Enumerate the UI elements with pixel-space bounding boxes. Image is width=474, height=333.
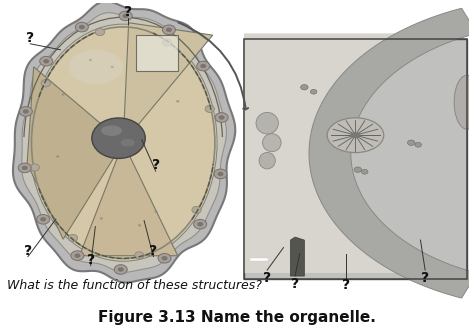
Ellipse shape: [200, 64, 206, 68]
Bar: [137, 35, 178, 71]
Ellipse shape: [22, 166, 28, 170]
Polygon shape: [27, 67, 123, 239]
Polygon shape: [309, 8, 474, 298]
Ellipse shape: [310, 89, 317, 94]
Ellipse shape: [100, 217, 103, 220]
Ellipse shape: [69, 50, 123, 84]
Ellipse shape: [95, 29, 105, 36]
Text: ?: ?: [263, 270, 271, 285]
Ellipse shape: [89, 59, 92, 61]
Ellipse shape: [301, 85, 308, 90]
Ellipse shape: [155, 210, 157, 213]
Text: What is the function of these structures?: What is the function of these structures…: [7, 278, 262, 292]
Ellipse shape: [197, 61, 210, 71]
Text: ?: ?: [26, 31, 34, 45]
Ellipse shape: [23, 109, 29, 114]
Text: ?: ?: [124, 5, 132, 19]
Bar: [250, 258, 268, 261]
Ellipse shape: [29, 24, 217, 261]
Polygon shape: [13, 1, 235, 282]
Text: Figure 3.13 Name the organelle.: Figure 3.13 Name the organelle.: [98, 310, 376, 325]
Ellipse shape: [119, 11, 132, 21]
Polygon shape: [291, 237, 304, 276]
Ellipse shape: [121, 139, 135, 147]
Ellipse shape: [415, 143, 421, 147]
Ellipse shape: [197, 222, 203, 226]
Ellipse shape: [350, 132, 361, 138]
Ellipse shape: [62, 93, 65, 96]
Ellipse shape: [354, 167, 362, 172]
Ellipse shape: [327, 118, 384, 153]
Ellipse shape: [362, 169, 368, 174]
Ellipse shape: [454, 75, 474, 129]
Ellipse shape: [256, 113, 278, 134]
Ellipse shape: [41, 80, 50, 87]
Ellipse shape: [205, 105, 214, 113]
Text: ?: ?: [87, 252, 95, 267]
Ellipse shape: [56, 155, 59, 158]
Ellipse shape: [71, 251, 84, 260]
Ellipse shape: [215, 113, 228, 122]
Ellipse shape: [194, 219, 207, 229]
Bar: [244, 39, 467, 279]
Polygon shape: [123, 23, 213, 143]
Ellipse shape: [114, 265, 127, 274]
Bar: [244, 39, 467, 279]
Ellipse shape: [158, 253, 171, 263]
Ellipse shape: [408, 140, 415, 146]
Ellipse shape: [18, 163, 31, 173]
Ellipse shape: [74, 253, 81, 258]
Ellipse shape: [163, 39, 172, 46]
Ellipse shape: [40, 56, 53, 66]
Ellipse shape: [219, 115, 225, 120]
Ellipse shape: [75, 22, 88, 32]
Ellipse shape: [163, 25, 175, 35]
Text: ?: ?: [24, 243, 32, 258]
Polygon shape: [244, 33, 474, 273]
Ellipse shape: [123, 14, 128, 18]
Polygon shape: [80, 143, 178, 256]
Text: ?: ?: [342, 278, 350, 292]
Ellipse shape: [176, 100, 179, 103]
Ellipse shape: [214, 169, 227, 179]
Ellipse shape: [259, 153, 275, 169]
Text: ?: ?: [421, 270, 429, 285]
Polygon shape: [22, 13, 227, 272]
Ellipse shape: [138, 224, 141, 227]
Ellipse shape: [101, 126, 122, 136]
Ellipse shape: [135, 252, 144, 259]
Text: ?: ?: [149, 243, 157, 258]
Ellipse shape: [43, 59, 49, 64]
Ellipse shape: [68, 234, 78, 241]
Ellipse shape: [110, 66, 114, 68]
Ellipse shape: [218, 172, 224, 176]
Text: ?: ?: [152, 158, 160, 172]
Ellipse shape: [19, 107, 32, 116]
Ellipse shape: [166, 28, 172, 32]
Ellipse shape: [36, 214, 50, 224]
Ellipse shape: [79, 25, 85, 29]
Ellipse shape: [263, 134, 281, 152]
Ellipse shape: [92, 118, 145, 159]
Ellipse shape: [192, 206, 201, 213]
Ellipse shape: [162, 256, 168, 260]
Ellipse shape: [30, 164, 39, 171]
Ellipse shape: [118, 267, 124, 272]
Ellipse shape: [40, 217, 46, 221]
Text: ?: ?: [291, 276, 299, 291]
